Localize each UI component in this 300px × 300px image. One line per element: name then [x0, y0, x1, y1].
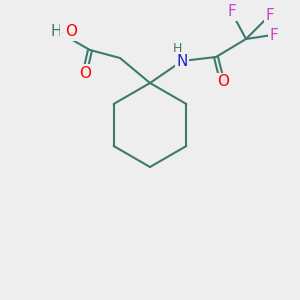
Text: O: O [79, 65, 91, 80]
Text: N: N [176, 53, 188, 68]
Text: F: F [270, 28, 278, 43]
Text: -: - [61, 25, 67, 40]
Text: O: O [65, 25, 77, 40]
Text: F: F [228, 4, 236, 20]
Text: H: H [50, 25, 62, 40]
Text: H: H [172, 43, 182, 56]
Text: O: O [217, 74, 229, 89]
Text: F: F [266, 8, 274, 23]
